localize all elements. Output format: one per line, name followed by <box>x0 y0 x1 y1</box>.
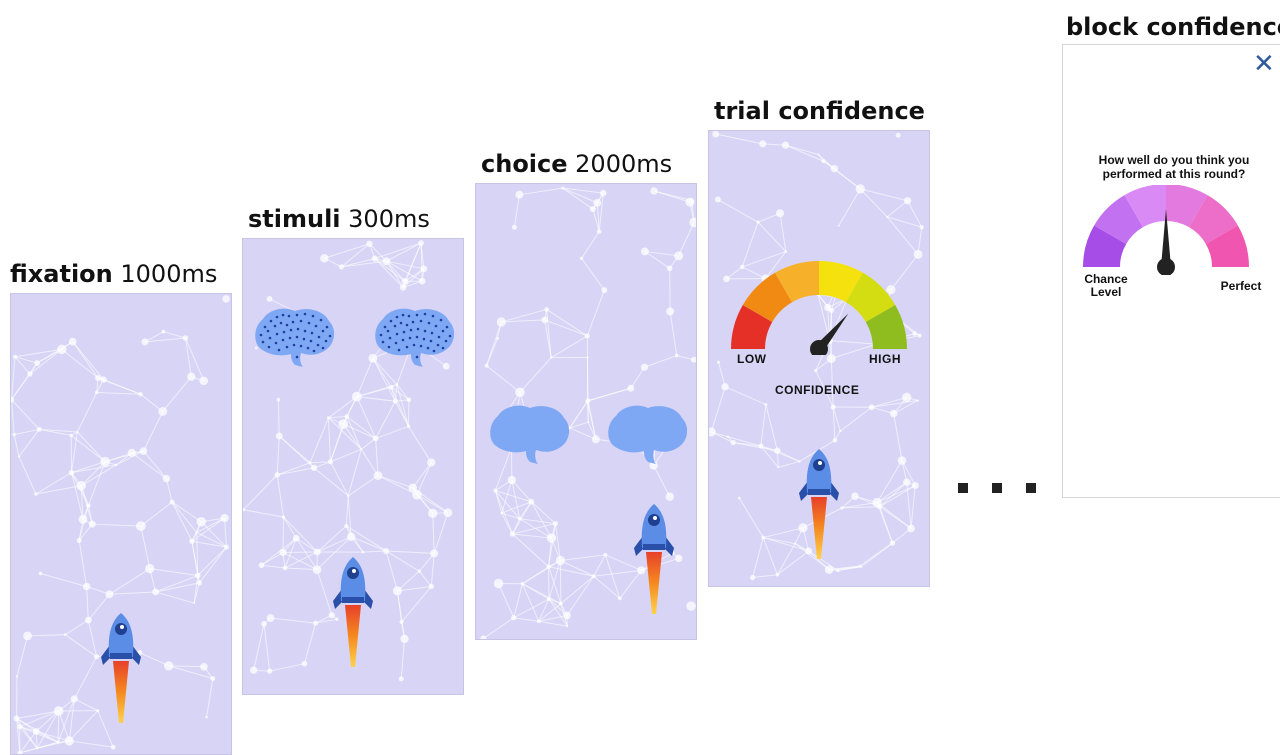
step-name: choice <box>481 150 568 178</box>
step-title: choice 2000ms <box>481 150 672 178</box>
close-icon[interactable]: ✕ <box>1253 51 1279 77</box>
step-duration: 2000ms <box>568 150 673 178</box>
confidence-gauge[interactable] <box>729 255 909 355</box>
brain-icon <box>486 399 570 469</box>
ellipsis-dot <box>958 483 968 493</box>
step-title: stimuli 300ms <box>248 205 430 233</box>
brain-icon <box>371 307 455 367</box>
step-title-block-confidence: block confidence <box>1066 13 1280 41</box>
screen-panel: LOW HIGH CONFIDENCE <box>708 130 930 587</box>
brain-icon <box>604 399 688 469</box>
chance-level-label: Chance Level <box>1079 273 1133 299</box>
rocket-icon <box>797 447 841 559</box>
step-name: block confidence <box>1066 13 1280 41</box>
ellipsis-dot <box>1026 483 1036 493</box>
gauge-low-label: LOW <box>737 352 767 366</box>
step-title: trial confidence <box>714 97 925 125</box>
screen-panel <box>242 238 464 695</box>
block-confidence-panel: ✕ How well do you think you performed at… <box>1062 44 1280 498</box>
rocket-icon <box>331 555 375 667</box>
screen-panel <box>10 293 232 755</box>
screen-panel <box>475 183 697 640</box>
block-question: How well do you think you performed at t… <box>1081 153 1267 181</box>
step-duration: 1000ms <box>113 260 218 288</box>
brain-icon <box>251 307 335 367</box>
gauge-hub <box>1157 258 1175 275</box>
performance-gauge[interactable] <box>1083 185 1263 275</box>
rocket-icon <box>99 611 143 723</box>
step-duration: 300ms <box>341 205 430 233</box>
ellipsis-dot <box>992 483 1002 493</box>
gauge-caption: CONFIDENCE <box>775 383 859 397</box>
step-name: stimuli <box>248 205 341 233</box>
step-name: trial confidence <box>714 97 925 125</box>
rocket-icon <box>632 502 676 614</box>
step-name: fixation <box>10 260 113 288</box>
perfect-label: Perfect <box>1213 280 1269 293</box>
gauge-high-label: HIGH <box>869 352 901 366</box>
step-title: fixation 1000ms <box>10 260 217 288</box>
ellipsis-icon <box>958 478 1060 497</box>
